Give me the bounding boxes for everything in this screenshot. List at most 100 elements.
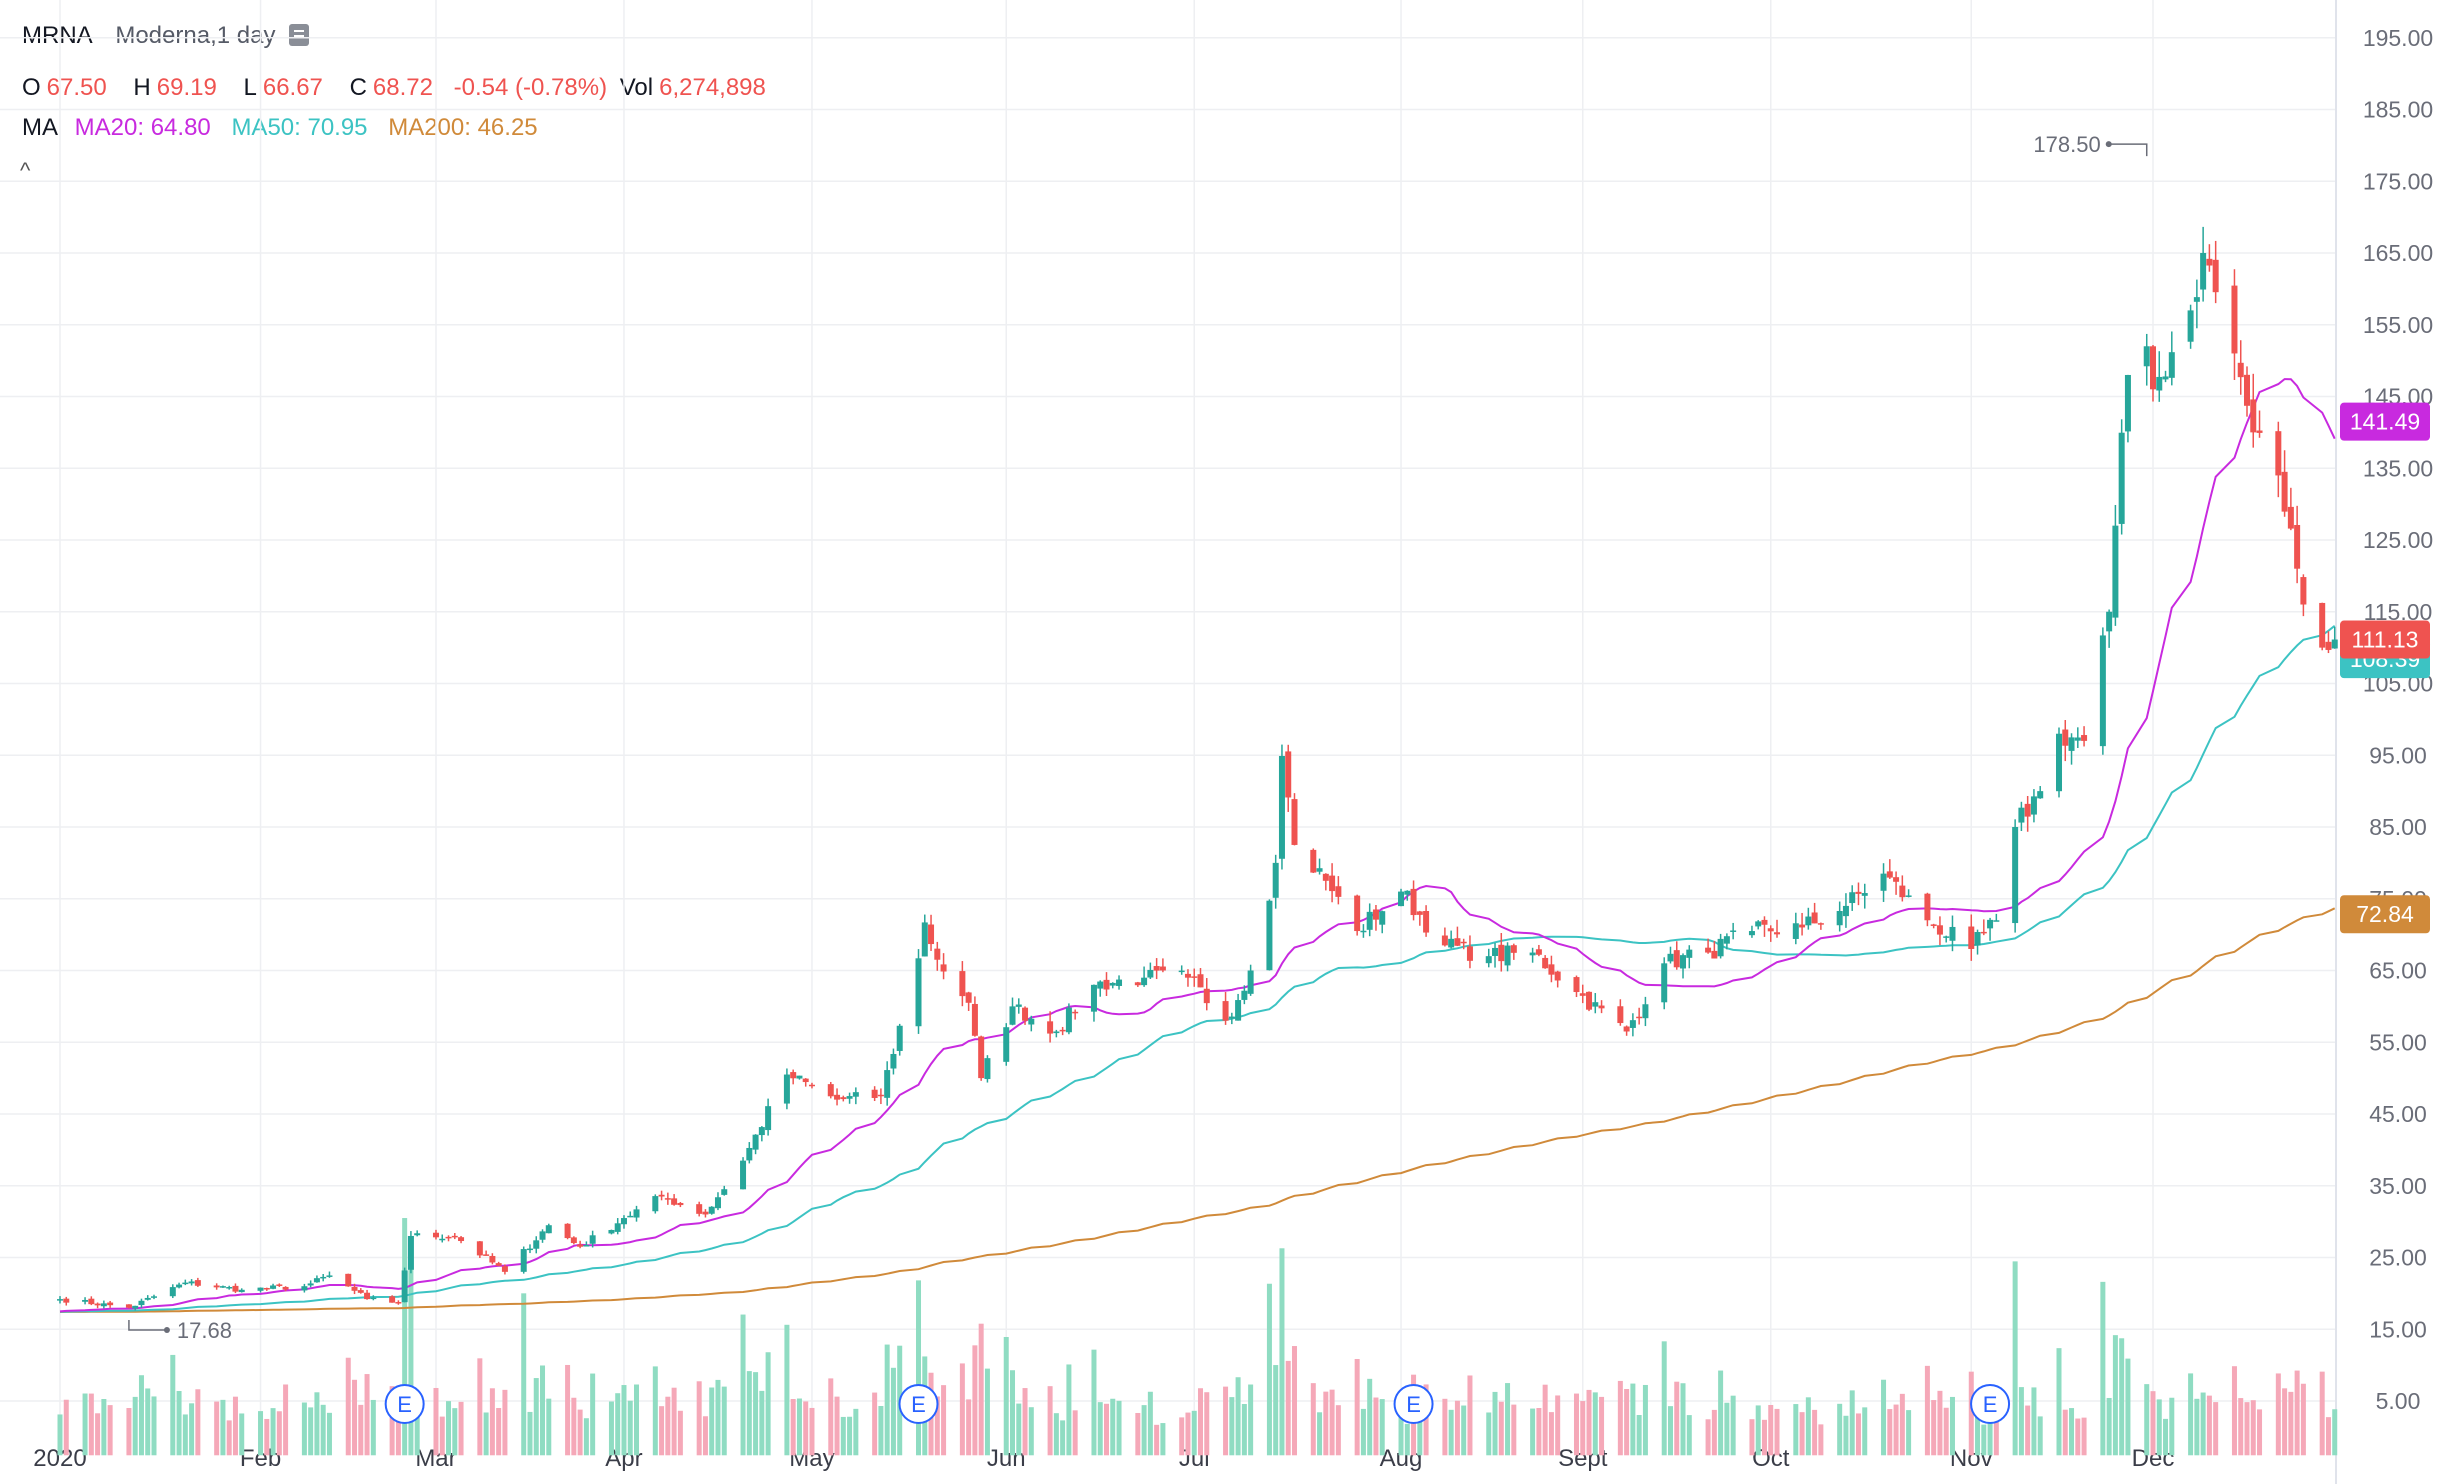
volume-bar: [1454, 1400, 1460, 1456]
symbol-description[interactable]: Moderna,1 day: [115, 22, 276, 49]
candle-body: [1711, 950, 1718, 959]
candle-body: [1460, 941, 1467, 944]
candle-body: [1542, 957, 1549, 969]
candle-body: [934, 948, 941, 960]
candle-body: [940, 964, 947, 972]
earnings-marker-label[interactable]: E: [911, 1392, 926, 1417]
volume-bar: [1160, 1423, 1166, 1456]
volume-bar: [1793, 1404, 1799, 1456]
candle-body: [1354, 895, 1361, 932]
candle-body: [1278, 755, 1285, 859]
candle-body: [1134, 982, 1141, 986]
earnings-marker-label[interactable]: E: [397, 1392, 412, 1417]
candle-body: [664, 1198, 671, 1200]
volume-bar: [276, 1411, 282, 1456]
earnings-marker-circle[interactable]: [1393, 1384, 1434, 1424]
volume-bar: [1586, 1389, 1592, 1456]
candle-body: [1980, 931, 1987, 934]
volume-bar: [972, 1345, 978, 1456]
candle-body: [1116, 979, 1123, 986]
candle-body: [1855, 891, 1862, 894]
volume-bar: [565, 1364, 571, 1456]
candle-body: [1203, 988, 1210, 1004]
volume-bar: [258, 1411, 264, 1456]
candle-body: [1893, 877, 1900, 882]
candle-body: [2281, 471, 2288, 512]
earnings-marker[interactable]: E: [1970, 1384, 2011, 1424]
earnings-marker-label[interactable]: E: [1406, 1392, 1421, 1417]
volume-bar: [389, 1386, 395, 1456]
volume-bar: [671, 1387, 677, 1456]
candle-body: [1930, 924, 1937, 926]
volume-bar: [1016, 1403, 1022, 1456]
volume-bar: [2194, 1398, 2200, 1456]
document-icon[interactable]: [289, 24, 310, 46]
volume-bar: [182, 1414, 188, 1456]
ma-label[interactable]: MA: [22, 114, 58, 141]
candle-body: [1191, 976, 1198, 978]
volume-bar: [452, 1408, 458, 1456]
earnings-marker[interactable]: E: [1393, 1384, 1434, 1424]
volume-bar: [634, 1384, 640, 1456]
volume-bar: [709, 1387, 715, 1456]
candle-body: [1993, 920, 2000, 922]
volume-bar: [1899, 1393, 1905, 1456]
candle-body: [1686, 949, 1693, 958]
volume-bar: [2238, 1398, 2244, 1456]
volume-bar: [790, 1399, 796, 1456]
candle-body: [721, 1189, 728, 1195]
volume-bar: [934, 1396, 940, 1456]
candle-body: [2118, 432, 2125, 524]
candle-body: [1103, 979, 1110, 990]
candle-body: [827, 1084, 834, 1097]
volume-bar: [1949, 1396, 1955, 1456]
volume-bar: [978, 1323, 984, 1456]
volume-bar: [1536, 1407, 1542, 1456]
candle-body: [213, 1285, 220, 1288]
volume-bar: [439, 1416, 445, 1456]
volume-bar: [214, 1401, 220, 1456]
candle-body: [1466, 946, 1473, 961]
earnings-marker-label[interactable]: E: [1983, 1392, 1998, 1417]
volume-bar: [1711, 1409, 1717, 1456]
volume-bar: [1398, 1391, 1404, 1456]
volume-bar: [2037, 1416, 2043, 1456]
candle-body: [1310, 849, 1317, 873]
candle-body: [257, 1287, 264, 1291]
candle-body: [1090, 984, 1097, 1012]
candle-body: [752, 1134, 759, 1150]
volume-bar: [1154, 1424, 1160, 1456]
earnings-marker-circle[interactable]: [384, 1384, 425, 1424]
candle-body: [94, 1303, 101, 1306]
candle-body: [1861, 893, 1868, 896]
collapse-legend-button[interactable]: ^: [20, 158, 31, 183]
volume-bar: [283, 1384, 289, 1456]
volume-bar: [489, 1388, 495, 1456]
volume-bar: [326, 1412, 332, 1456]
candle-body: [2062, 729, 2069, 746]
candle-body: [1673, 950, 1680, 968]
volume-bar: [132, 1396, 138, 1456]
symbol-label[interactable]: MRNA: [22, 22, 93, 49]
volume-bar: [1204, 1392, 1210, 1456]
earnings-marker[interactable]: E: [384, 1384, 425, 1424]
ma20-price-label: 141.49: [2350, 409, 2420, 435]
volume-bar: [220, 1399, 226, 1456]
volume-bar: [1486, 1412, 1492, 1456]
volume-bar: [2332, 1409, 2338, 1456]
volume-bar: [1812, 1409, 1818, 1456]
candle-body: [345, 1273, 352, 1287]
volume-bar: [1705, 1419, 1711, 1456]
candle-body: [533, 1240, 540, 1249]
legend-ohlc-row: O 67.50 H 69.19 L 66.67 C 68.72 -0.54 (-0.78…: [22, 74, 772, 102]
earnings-marker[interactable]: E: [898, 1384, 939, 1424]
earnings-marker-circle[interactable]: [1970, 1384, 2011, 1424]
volume-bar: [1968, 1371, 1974, 1456]
last-price-label-bg: [2340, 620, 2430, 659]
volume-bar: [63, 1399, 69, 1456]
volume-bar: [1104, 1403, 1109, 1456]
candle-body: [144, 1297, 151, 1300]
volume-bar: [1448, 1409, 1454, 1456]
earnings-marker-circle[interactable]: [898, 1384, 939, 1424]
